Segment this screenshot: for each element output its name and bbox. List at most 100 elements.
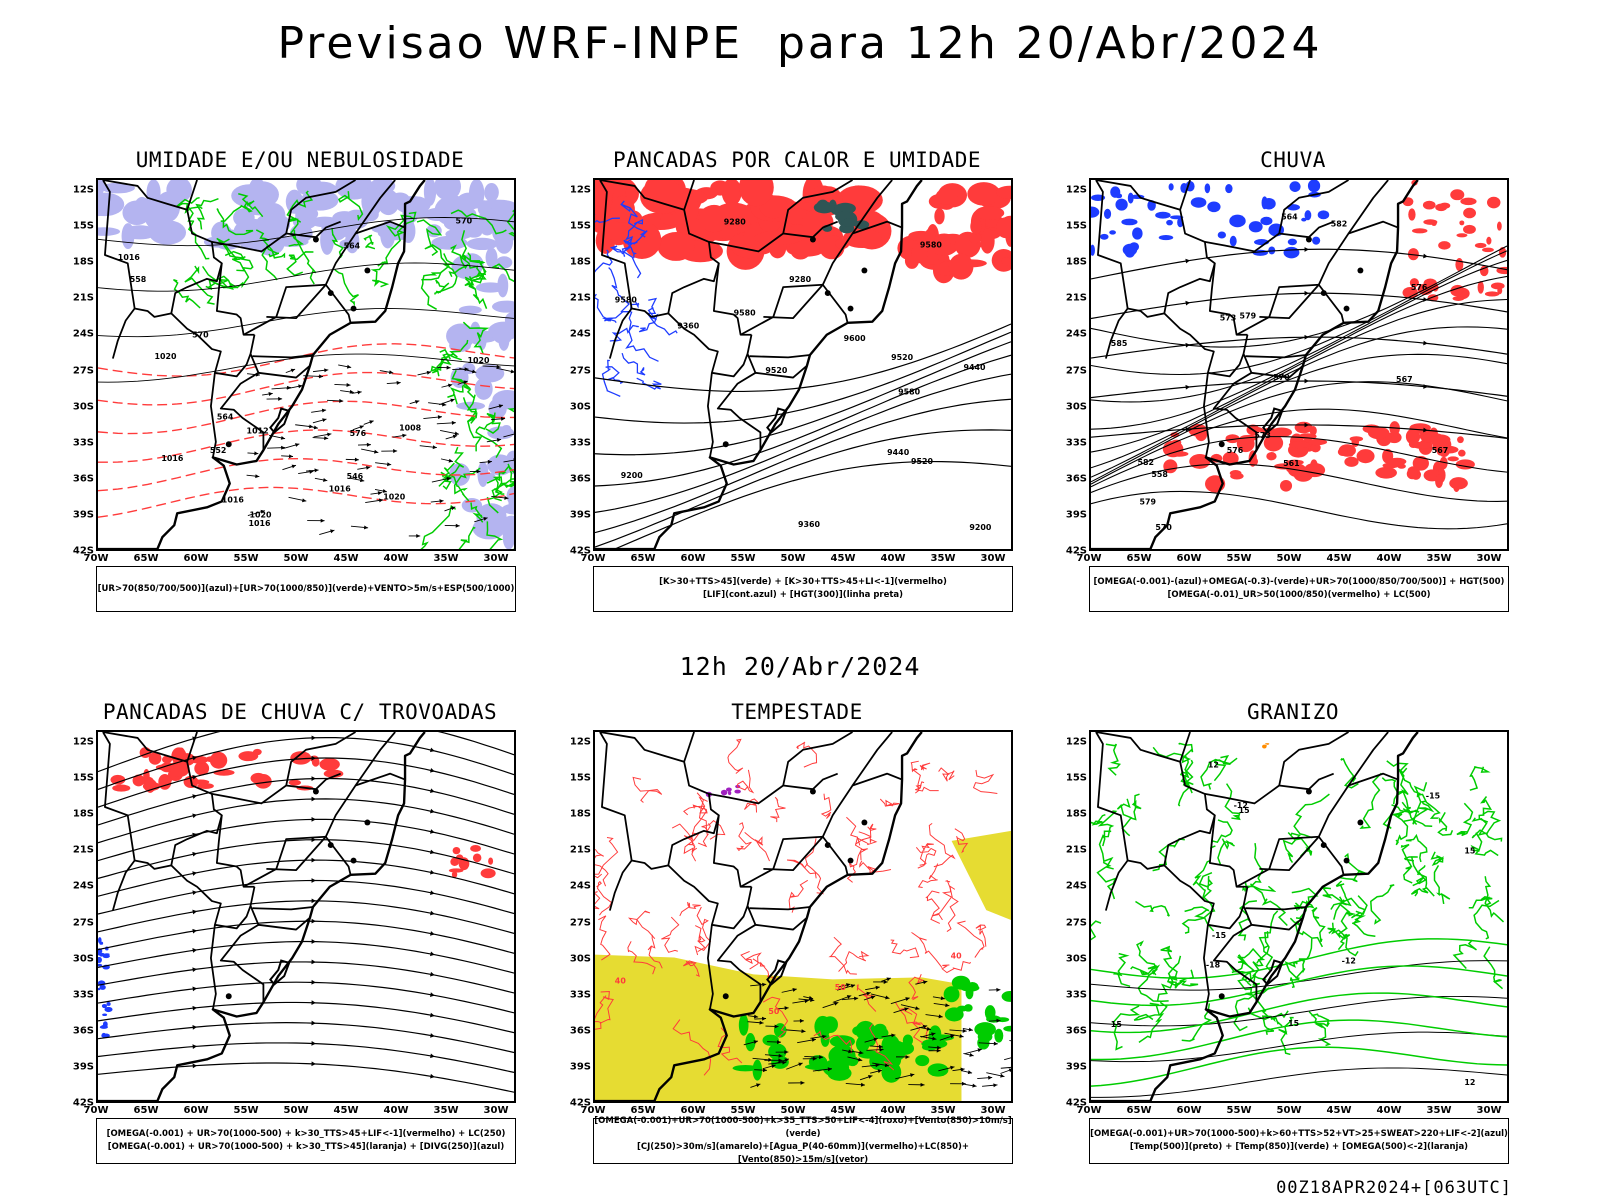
latitude-label: 24S <box>569 880 591 892</box>
latitude-label: 33S <box>72 989 94 1001</box>
contour-label: 50 <box>768 1007 780 1016</box>
longitude-label: 40W <box>1376 553 1402 564</box>
contour-label: 40 <box>951 952 963 961</box>
map-canvas: 9580958095809580960095209440952095209440… <box>595 180 1011 549</box>
contour-label: 9200 <box>621 471 644 480</box>
contour-labels: 40 50 50 40 <box>615 952 962 1016</box>
contour-label: 579 <box>1140 497 1157 506</box>
legend-line: [OMEGA(-0.001) + UR>70(1000-500) + k>30_… <box>107 1142 505 1152</box>
latitude-label: 27S <box>569 365 591 377</box>
panel-tempestade: TEMPESTADE 12S 15S 18S 21S 24S 27S 30S 33S 36S 39S… <box>557 700 1037 1180</box>
contour-label: 9600 <box>844 334 867 343</box>
latitude-label: 24S <box>1065 880 1087 892</box>
latitude-axis: 12S 15S 18S 21S 24S 27S 30S 33S 36S 39S 42S <box>1053 730 1087 1109</box>
contour-label: 9440 <box>887 448 910 457</box>
longitude-axis: 70W 65W 60W 55W 50W 45W 40W 35W 30W <box>84 1105 516 1119</box>
latitude-label: 15S <box>569 772 591 784</box>
latitude-label: 39S <box>1065 509 1087 521</box>
longitude-label: 30W <box>483 1105 509 1116</box>
temp850-green-bands <box>1091 938 1507 1087</box>
latitude-label: 27S <box>1065 917 1087 929</box>
latitude-label: 12S <box>1065 184 1087 196</box>
longitude-label: 55W <box>233 553 259 564</box>
hgt500-black-contours <box>1091 245 1507 530</box>
panel-title: UMIDADE E/OU NEBULOSIDADE <box>135 148 465 172</box>
longitude-label: 50W <box>780 553 806 564</box>
latitude-label: 39S <box>1065 1061 1087 1073</box>
contour-label: 15 <box>1239 806 1250 815</box>
latitude-label: 18S <box>72 256 94 268</box>
latitude-label: 30S <box>569 401 591 413</box>
longitude-label: 30W <box>1476 553 1502 564</box>
longitude-label: 55W <box>730 553 756 564</box>
latitude-label: 18S <box>1065 256 1087 268</box>
longitude-label: 60W <box>680 553 706 564</box>
contour-label: 1016 <box>329 485 352 494</box>
latitude-label: 39S <box>569 509 591 521</box>
contour-label: 15 <box>1464 847 1475 856</box>
latitude-label: 33S <box>72 437 94 449</box>
longitude-label: 45W <box>830 553 856 564</box>
contour-label: 9580 <box>615 296 638 305</box>
contour-labels: 9580958095809580960095209440952095209440… <box>615 218 992 533</box>
panel-title: PANCADAS POR CALOR E UMIDADE <box>612 148 981 172</box>
state-borders <box>1095 732 1399 1010</box>
legend-line: [OMEGA(-0.001)-(azul)+OMEGA(-0.3)-(verde… <box>1093 577 1505 587</box>
panel-legend: [OMEGA(-0.001) + UR>70(1000-500) + k>30_… <box>96 1118 516 1164</box>
divg-blue-area <box>98 937 113 1038</box>
latitude-label: 18S <box>569 256 591 268</box>
contour-label: 1016 <box>118 253 141 262</box>
contour-label: 573 <box>1220 313 1237 322</box>
legend-line: [OMEGA(-0.001)+UR>70(1000-500)+k>35_TTS>… <box>594 1116 1012 1139</box>
contour-label: 15 <box>1111 1020 1122 1029</box>
contour-label: 12 <box>1208 761 1219 770</box>
latitude-axis: 12S 15S 18S 21S 24S 27S 30S 33S 36S 39S 42S <box>1053 178 1087 557</box>
panel-legend: [OMEGA(-0.001)+UR>70(1000-500)+k>35_TTS>… <box>593 1116 1013 1165</box>
latitude-label: 36S <box>72 473 94 485</box>
latitude-label: 33S <box>1065 437 1087 449</box>
map-pancadas-calor: 9580 9580 9580 9580 9600 9520 9440 9520 9520 9440… <box>593 178 1013 551</box>
longitude-label: 50W <box>1276 553 1302 564</box>
omega-blue-area <box>1091 180 1330 259</box>
panel-legend: [UR>70(850/700/500)](azul)+[UR>70(1000/8… <box>96 566 516 612</box>
latitude-label: 12S <box>72 184 94 196</box>
longitude-label: 70W <box>580 553 606 564</box>
coastline <box>98 180 426 549</box>
latitude-label: 15S <box>569 220 591 232</box>
contour-label: 582 <box>1331 220 1348 229</box>
latitude-label: 21S <box>569 292 591 304</box>
longitude-label: 35W <box>1426 1105 1452 1116</box>
state-borders <box>102 732 406 1010</box>
state-borders <box>102 180 406 458</box>
coastline <box>1091 732 1419 1101</box>
latitude-label: 24S <box>1065 328 1087 340</box>
latitude-label: 30S <box>72 953 94 965</box>
main-title: Previsao WRF-INPE para 12h 20/Abr/2024 <box>277 18 1323 69</box>
contour-label: 546 <box>347 472 364 481</box>
contour-label: 558 <box>1151 470 1168 479</box>
contour-label: 576 <box>350 429 367 438</box>
contour-label: 558 <box>130 275 147 284</box>
longitude-axis: 70W 65W 60W 55W 50W 45W 40W 35W 30W <box>581 1105 1013 1119</box>
latitude-axis: 12S 15S 18S 21S 24S 27S 30S 33S 36S 39S 42S <box>60 178 94 557</box>
panel-pancadas-trovoadas: PANCADAS DE CHUVA C/ TROVOADAS 12S 15S 18S 2… <box>60 700 540 1180</box>
state-borders <box>599 732 903 1010</box>
longitude-label: 60W <box>1176 1105 1202 1116</box>
contour-label: 570 <box>1155 523 1172 532</box>
contour-label: 1020 <box>383 493 406 502</box>
latitude-label: 36S <box>1065 1025 1087 1037</box>
contour-label: 564 <box>1281 213 1298 222</box>
latitude-axis: 12S 15S 18S 21S 24S 27S 30S 33S 36S 39S 42S <box>60 730 94 1109</box>
latitude-label: 15S <box>72 220 94 232</box>
latitude-label: 27S <box>569 917 591 929</box>
longitude-axis: 70W 65W 60W 55W 50W 45W 40W 35W 30W <box>1077 1105 1509 1119</box>
longitude-label: 70W <box>1076 553 1102 564</box>
latitude-label: 21S <box>72 844 94 856</box>
panel-chuva: CHUVA 12S 15S 18S 21S 24S 27S 30S 33S 36S 39S 42S 58… <box>1053 148 1533 628</box>
longitude-label: 45W <box>1326 553 1352 564</box>
latitude-label: 39S <box>72 1061 94 1073</box>
longitude-label: 35W <box>930 553 956 564</box>
contour-label: 9580 <box>734 309 757 318</box>
contour-label: 567 <box>1432 446 1449 455</box>
temp850-green-contours-east <box>1293 757 1505 990</box>
